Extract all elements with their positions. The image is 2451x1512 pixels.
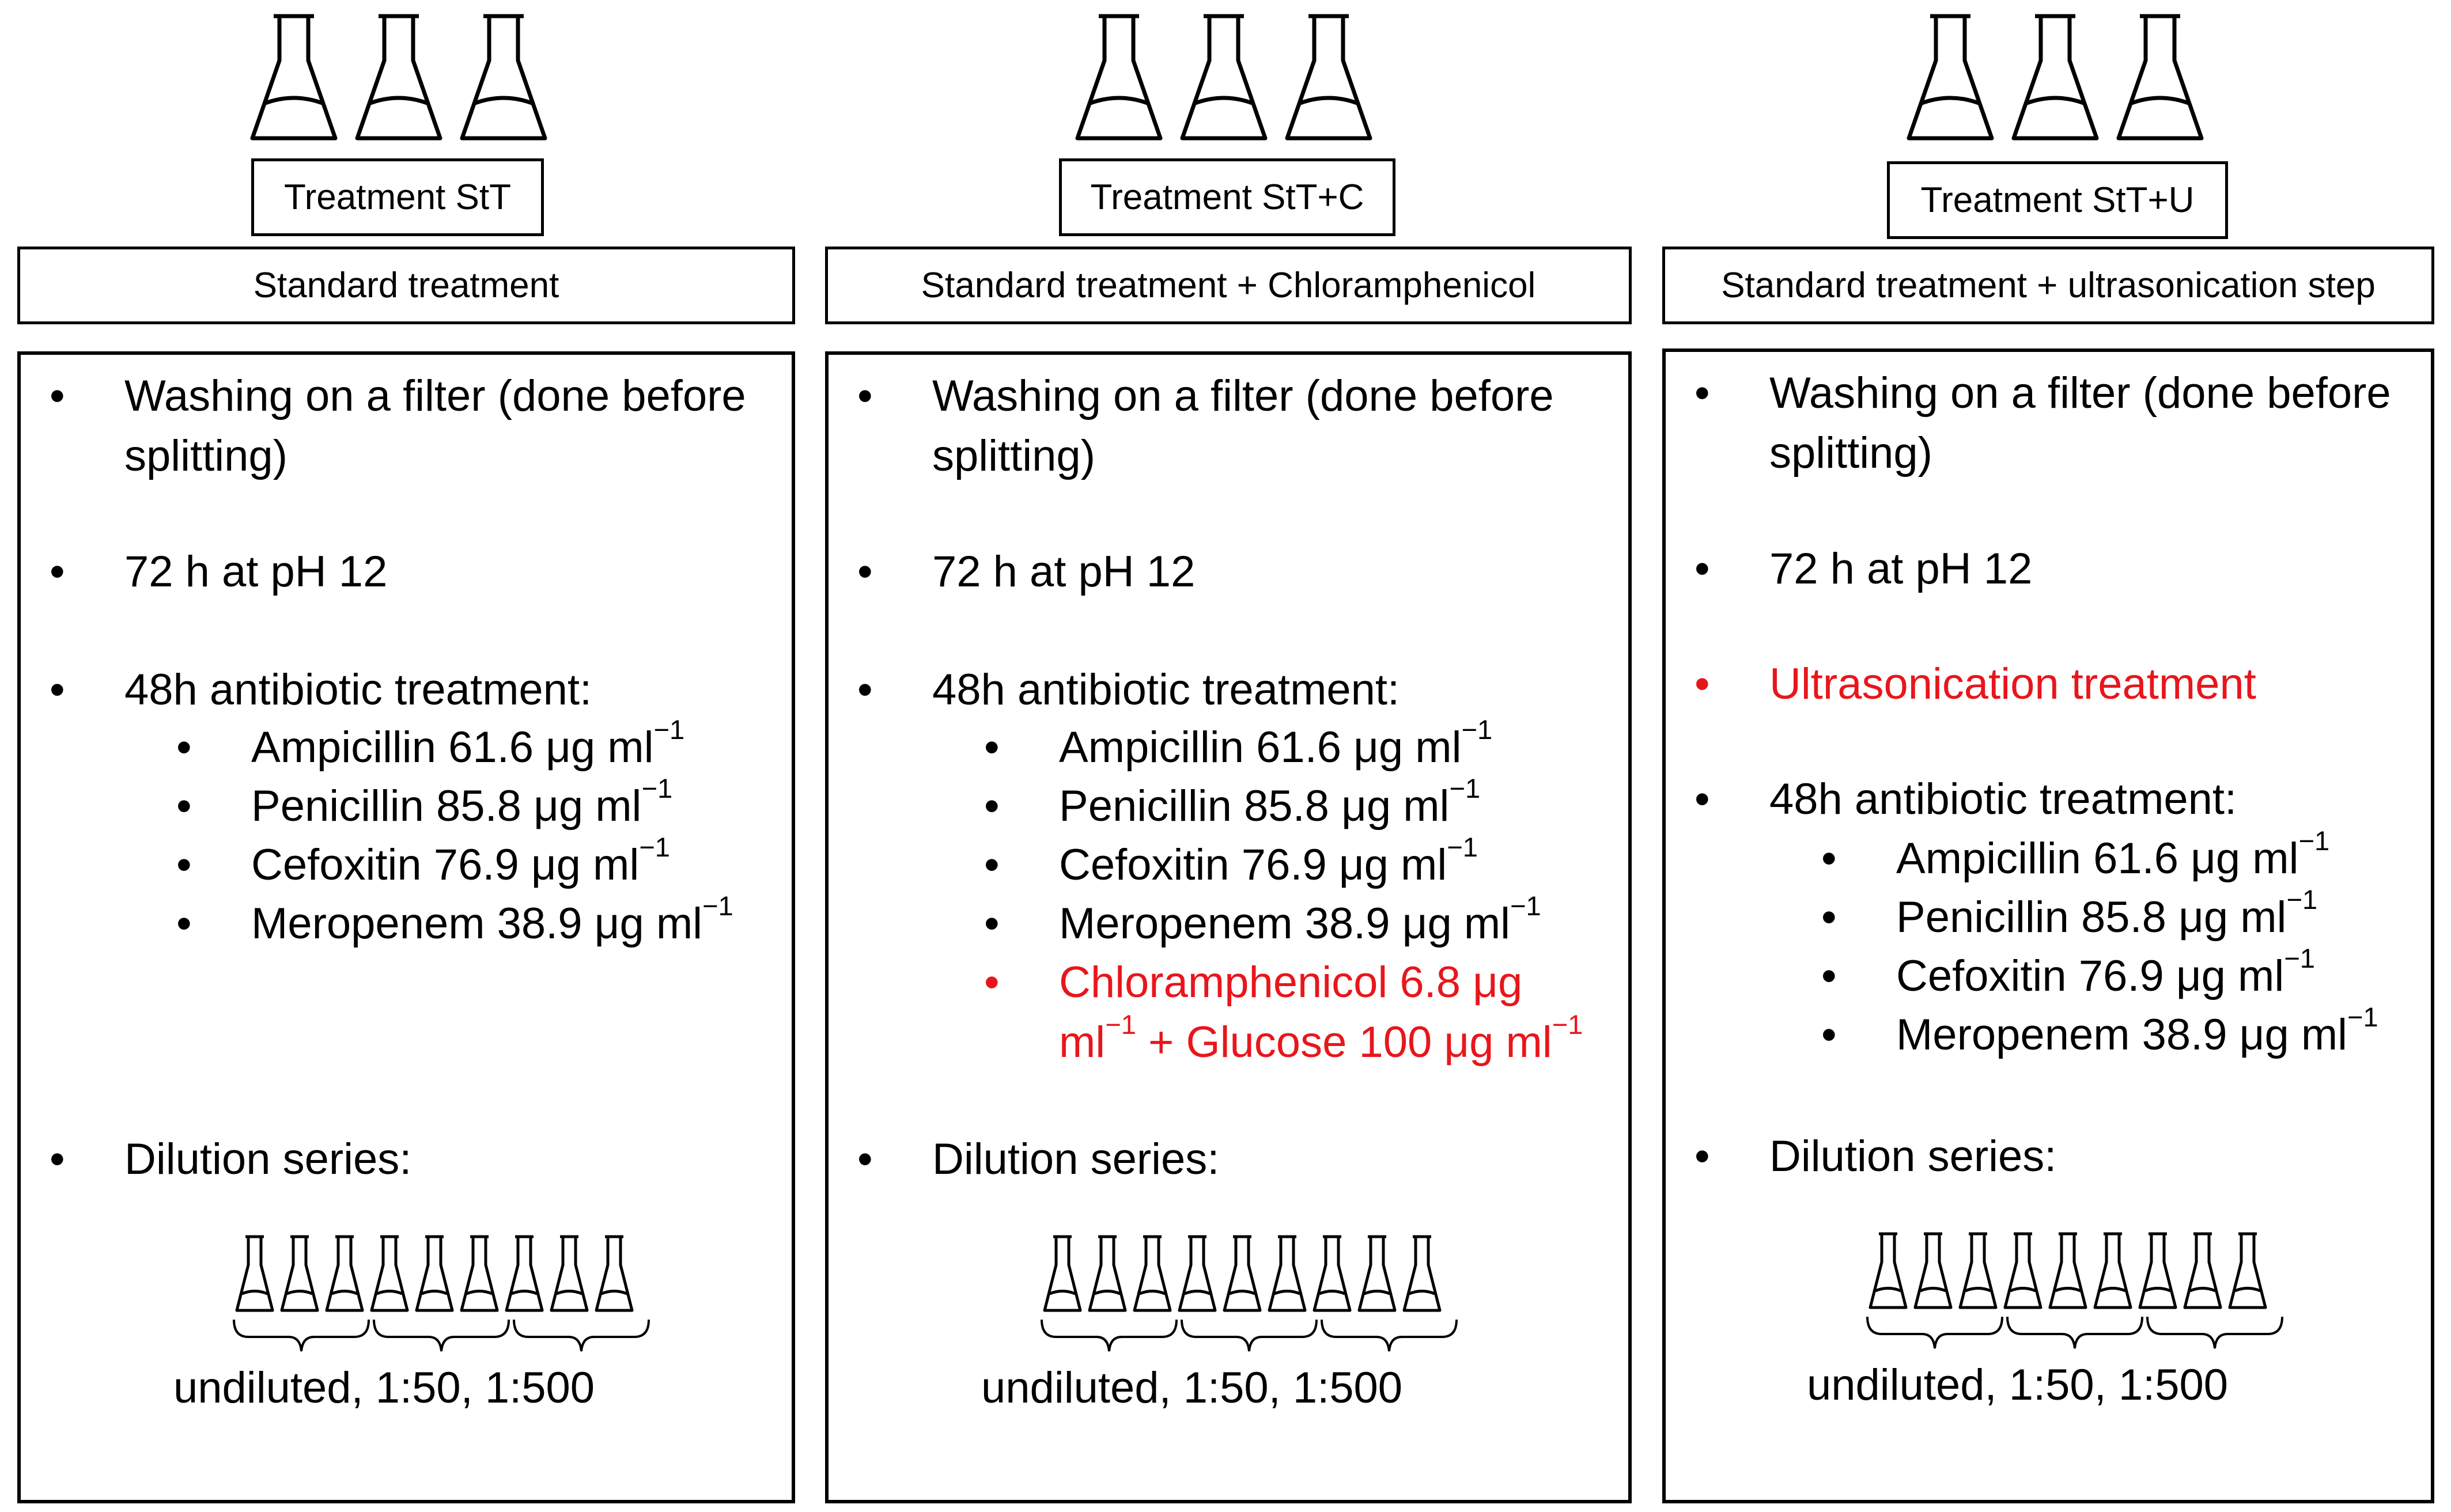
flask-icon	[460, 14, 547, 141]
dilution-label: undiluted, 1:50, 1:500	[981, 1363, 1403, 1412]
step-ph: 72 h at pH 12	[50, 542, 774, 602]
tube-row	[234, 1233, 635, 1314]
flask-icon	[1180, 14, 1268, 141]
small-flask-icon	[2003, 1232, 2042, 1309]
flask-icon	[1075, 14, 1163, 141]
antibiotic-item: Cefoxitin 76.9 μg ml−1	[1821, 945, 2315, 1006]
treatment-title: Standard treatment	[17, 247, 795, 324]
small-flask-icon	[370, 1235, 409, 1312]
flask-icon	[250, 14, 338, 141]
flask-group	[248, 12, 550, 144]
small-flask-icon	[1958, 1232, 1998, 1309]
step-washing: Washing on a filter (done before splitti…	[857, 366, 1611, 486]
small-flask-icon	[235, 1235, 274, 1312]
small-flask-icon	[1357, 1235, 1397, 1312]
column-ultrasonication-treatment: Treatment StT+U Standard treatment + ult…	[1662, 0, 2434, 1512]
flask-icon	[2116, 14, 2204, 141]
antibiotic-item: Meropenem 38.9 μg ml−1	[984, 892, 1541, 954]
column-chloramphenicol-treatment: Treatment StT+C Standard treatment + Chl…	[825, 0, 1632, 1512]
flask-icon	[355, 14, 442, 141]
protocol-box: Washing on a filter (done before splitti…	[17, 351, 795, 1503]
protocol-box: Washing on a filter (done before splitti…	[825, 351, 1632, 1503]
brace-group	[1041, 1319, 1458, 1352]
step-ph: 72 h at pH 12	[1694, 539, 2414, 599]
dilution-label: undiluted, 1:50, 1:500	[173, 1363, 595, 1412]
antibiotic-item: Ampicillin 61.6 μg ml−1	[1821, 827, 2329, 889]
small-flask-icon	[595, 1235, 634, 1312]
antibiotic-item: Penicillin 85.8 μg ml−1	[1821, 886, 2317, 948]
treatment-title: Standard treatment + Chloramphenicol	[825, 247, 1632, 324]
small-flask-icon	[1268, 1235, 1307, 1312]
antibiotic-item: Meropenem 38.9 μg ml−1	[1821, 1003, 2378, 1065]
antibiotic-item: Penicillin 85.8 μg ml−1	[176, 775, 672, 836]
treatment-label: Treatment StT	[251, 158, 544, 236]
small-flask-icon	[1868, 1232, 1908, 1309]
small-flask-icon	[1178, 1235, 1217, 1312]
small-flask-icon	[325, 1235, 364, 1312]
step-ultrasonication: Ultrasonication treatment	[1694, 654, 2414, 714]
step-antibiotic: 48h antibiotic treatment:	[1694, 770, 2414, 829]
small-flask-icon	[2228, 1232, 2267, 1309]
dilution-label: undiluted, 1:50, 1:500	[1807, 1361, 2229, 1409]
flask-group	[1073, 12, 1375, 144]
small-flask-icon	[1223, 1235, 1262, 1312]
small-flask-icon	[2183, 1232, 2222, 1309]
small-flask-icon	[550, 1235, 589, 1312]
tube-row	[1042, 1233, 1443, 1314]
step-antibiotic: 48h antibiotic treatment:	[50, 660, 774, 720]
small-flask-icon	[2138, 1232, 2177, 1309]
step-antibiotic: 48h antibiotic treatment:	[857, 660, 1611, 720]
small-flask-icon	[1133, 1235, 1172, 1312]
flask-icon	[1285, 14, 1372, 141]
brace-group	[1866, 1316, 2283, 1349]
small-flask-icon	[460, 1235, 499, 1312]
flask-icon	[1907, 14, 1994, 141]
treatment-title: Standard treatment + ultrasonication ste…	[1662, 247, 2434, 324]
step-dilution: Dilution series:	[857, 1130, 1611, 1189]
protocol-box: Washing on a filter (done before splitti…	[1662, 348, 2434, 1503]
treatment-label: Treatment StT+U	[1887, 161, 2228, 239]
step-washing: Washing on a filter (done before splitti…	[50, 366, 774, 486]
tube-row	[1867, 1230, 2268, 1311]
small-flask-icon	[2048, 1232, 2087, 1309]
small-flask-icon	[505, 1235, 544, 1312]
small-flask-icon	[1313, 1235, 1352, 1312]
flask-icon	[2011, 14, 2099, 141]
brace-group	[233, 1319, 650, 1352]
antibiotic-item: Ampicillin 61.6 μg ml−1	[176, 716, 684, 778]
column-standard-treatment: Treatment StT Standard treatment Washing…	[17, 0, 795, 1512]
antibiotic-item: Penicillin 85.8 μg ml−1	[984, 775, 1480, 836]
small-flask-icon	[280, 1235, 319, 1312]
chloramphenicol-item: Chloramphenicol 6.8 μg ml−1 + Glucose 10…	[984, 953, 1583, 1073]
flask-group	[1904, 12, 2206, 144]
small-flask-icon	[415, 1235, 454, 1312]
small-flask-icon	[1088, 1235, 1127, 1312]
antibiotic-item: Cefoxitin 76.9 μg ml−1	[176, 833, 670, 895]
small-flask-icon	[1913, 1232, 1953, 1309]
step-washing: Washing on a filter (done before splitti…	[1694, 363, 2414, 483]
small-flask-icon	[1402, 1235, 1442, 1312]
step-ph: 72 h at pH 12	[857, 542, 1611, 602]
antibiotic-item: Meropenem 38.9 μg ml−1	[176, 892, 733, 954]
step-dilution: Dilution series:	[50, 1130, 774, 1189]
antibiotic-item: Ampicillin 61.6 μg ml−1	[984, 716, 1492, 778]
small-flask-icon	[1043, 1235, 1082, 1312]
antibiotic-item: Cefoxitin 76.9 μg ml−1	[984, 833, 1478, 895]
small-flask-icon	[2093, 1232, 2132, 1309]
treatment-label: Treatment StT+C	[1059, 158, 1395, 236]
step-dilution: Dilution series:	[1694, 1127, 2414, 1187]
